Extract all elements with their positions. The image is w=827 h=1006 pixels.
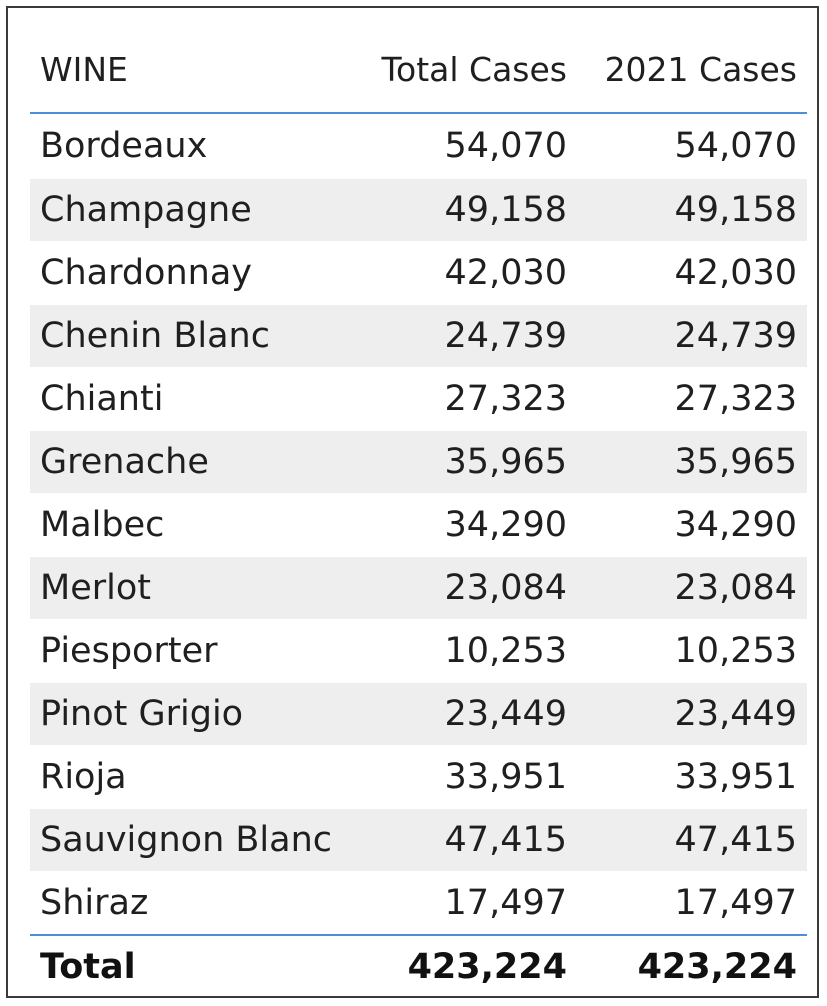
wine-cell: Rioja (30, 745, 351, 809)
wine-cell: Champagne (30, 178, 351, 242)
total-cases-sum: 423,224 (351, 934, 577, 998)
wine-cell: Chenin Blanc (30, 304, 351, 368)
table-row: Bordeaux 54,070 54,070 (30, 113, 807, 179)
table-header: WINE Total Cases 2021 Cases (30, 26, 807, 114)
column-header-total-cases[interactable]: Total Cases (351, 26, 577, 114)
total-row: Total 423,224 423,224 (30, 934, 807, 998)
table-row: Sauvignon Blanc 47,415 47,415 (30, 808, 807, 872)
cases-2021-cell: 23,449 (577, 682, 807, 746)
wine-cell: Piesporter (30, 619, 351, 683)
total-cases-cell: 24,739 (351, 304, 577, 368)
table-row: Chianti 27,323 27,323 (30, 367, 807, 431)
cases-2021-cell: 33,951 (577, 745, 807, 809)
cases-2021-cell: 23,084 (577, 556, 807, 620)
cases-2021-cell: 27,323 (577, 367, 807, 431)
cases-2021-cell: 35,965 (577, 430, 807, 494)
wine-cell: Bordeaux (30, 113, 351, 179)
cases-2021-cell: 49,158 (577, 178, 807, 242)
total-cases-cell: 47,415 (351, 808, 577, 872)
total-cases-cell: 33,951 (351, 745, 577, 809)
wine-cases-table: WINE Total Cases 2021 Cases Bordeaux 54,… (30, 26, 807, 998)
table-visual: WINE Total Cases 2021 Cases Bordeaux 54,… (6, 6, 819, 998)
table-footer: Total 423,224 423,224 (30, 934, 807, 998)
table-row: Champagne 49,158 49,158 (30, 178, 807, 242)
total-cases-cell: 27,323 (351, 367, 577, 431)
table-body: Bordeaux 54,070 54,070 Champagne 49,158 … (30, 113, 807, 936)
table-row: Shiraz 17,497 17,497 (30, 871, 807, 936)
total-cases-cell: 23,449 (351, 682, 577, 746)
wine-cell: Merlot (30, 556, 351, 620)
column-header-2021-cases[interactable]: 2021 Cases (577, 26, 807, 114)
cases-2021-cell: 34,290 (577, 493, 807, 557)
table-row: Merlot 23,084 23,084 (30, 556, 807, 620)
wine-cell: Chianti (30, 367, 351, 431)
cases-2021-cell: 24,739 (577, 304, 807, 368)
header-row: WINE Total Cases 2021 Cases (30, 26, 807, 114)
cases-2021-sum: 423,224 (577, 934, 807, 998)
wine-cell: Pinot Grigio (30, 682, 351, 746)
wine-cell: Sauvignon Blanc (30, 808, 351, 872)
table-row: Rioja 33,951 33,951 (30, 745, 807, 809)
total-cases-cell: 23,084 (351, 556, 577, 620)
table-row: Chardonnay 42,030 42,030 (30, 241, 807, 305)
wine-cell: Grenache (30, 430, 351, 494)
cases-2021-cell: 10,253 (577, 619, 807, 683)
table-row: Chenin Blanc 24,739 24,739 (30, 304, 807, 368)
total-cases-cell: 10,253 (351, 619, 577, 683)
total-cases-cell: 17,497 (351, 871, 577, 936)
total-cases-cell: 54,070 (351, 113, 577, 179)
table-row: Grenache 35,965 35,965 (30, 430, 807, 494)
column-header-wine[interactable]: WINE (30, 26, 351, 114)
cases-2021-cell: 47,415 (577, 808, 807, 872)
total-cases-cell: 35,965 (351, 430, 577, 494)
total-cases-cell: 49,158 (351, 178, 577, 242)
wine-cell: Malbec (30, 493, 351, 557)
total-cases-cell: 34,290 (351, 493, 577, 557)
total-cases-cell: 42,030 (351, 241, 577, 305)
cases-2021-cell: 54,070 (577, 113, 807, 179)
cases-2021-cell: 17,497 (577, 871, 807, 936)
total-label: Total (30, 934, 351, 998)
table-row: Malbec 34,290 34,290 (30, 493, 807, 557)
wine-cell: Shiraz (30, 871, 351, 936)
cases-2021-cell: 42,030 (577, 241, 807, 305)
wine-cell: Chardonnay (30, 241, 351, 305)
table-row: Piesporter 10,253 10,253 (30, 619, 807, 683)
table-row: Pinot Grigio 23,449 23,449 (30, 682, 807, 746)
